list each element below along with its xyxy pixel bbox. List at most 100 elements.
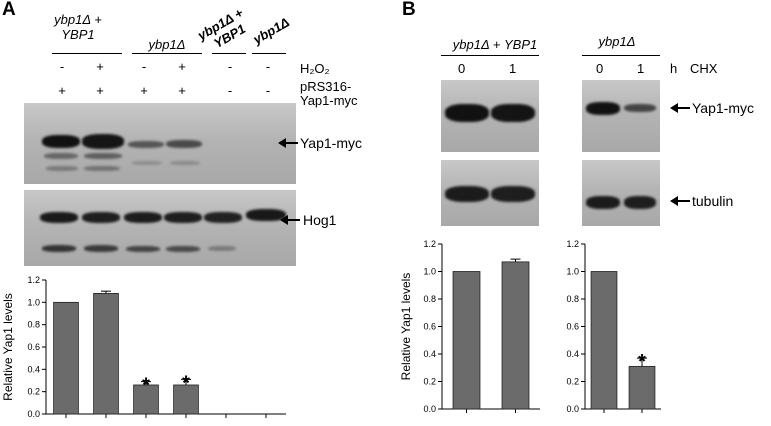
h2o2-sign: - — [227, 59, 233, 74]
header-underline — [52, 53, 122, 55]
blot-band — [624, 104, 656, 112]
blot-band — [204, 212, 242, 223]
blot-label-tubulin: tubulin — [692, 193, 734, 209]
blot-band — [44, 153, 78, 159]
chart-b-right-container: 0.0 0.2 0.4 0.6 0.8 1.0 1.2 * — [555, 232, 670, 418]
treatment-label: CHX — [690, 61, 718, 76]
yap1-myc-pointer — [278, 136, 298, 154]
header-underline — [212, 53, 246, 55]
y-tick-label: 0.6 — [566, 322, 579, 332]
bar — [628, 365, 656, 410]
blot-band — [84, 166, 120, 171]
blot-band — [40, 212, 78, 223]
bar — [133, 384, 159, 415]
blot-band — [586, 196, 620, 209]
western-blot-tubulin-b-left — [441, 160, 539, 226]
arrow-left-icon — [670, 196, 690, 206]
western-blot-yap1-myc-b-left — [441, 80, 539, 152]
blot-band — [82, 134, 124, 149]
y-tick-label: 0.4 — [423, 349, 436, 359]
blot-band — [84, 153, 122, 159]
significance-marker: * — [638, 351, 646, 373]
y-tick-label: 0.8 — [566, 294, 579, 304]
y-tick-label: 1.0 — [423, 267, 436, 277]
y-tick-label: 1.0 — [566, 267, 579, 277]
blot-band — [42, 135, 80, 148]
western-blot-yap1-myc — [24, 103, 296, 184]
western-blot-hog1 — [24, 190, 296, 266]
y-tick-label: 0.2 — [423, 377, 436, 387]
bar — [53, 301, 79, 415]
tubulin-pointer — [670, 194, 690, 212]
blot-label-yap1-myc: Yap1-myc — [300, 135, 362, 151]
bar — [173, 384, 199, 415]
y-tick-label: 0.2 — [566, 377, 579, 387]
blot-band — [42, 245, 76, 252]
h2o2-sign: + — [96, 59, 104, 74]
plasmid-sign: + — [96, 83, 104, 98]
bar — [501, 261, 530, 410]
y-tick-label: 0.8 — [423, 294, 436, 304]
plasmid-label-line2: Yap1-myc — [300, 93, 358, 108]
y-tick-label: 0.0 — [423, 404, 436, 414]
blot-band — [164, 212, 202, 223]
y-axis-label: Relative Yap1 levels — [1, 293, 15, 401]
y-tick-label: 1.0 — [27, 297, 40, 307]
time-tick: 1 — [637, 61, 645, 76]
arrow-left-icon — [670, 103, 690, 113]
h2o2-sign: - — [265, 59, 271, 74]
plasmid-sign: - — [227, 83, 233, 98]
y-tick-label: 0.6 — [27, 342, 40, 352]
time-unit: h — [670, 61, 678, 76]
plasmid-sign: + — [140, 83, 148, 98]
y-tick-label: 0.8 — [27, 320, 40, 330]
blot-band — [445, 104, 489, 122]
blot-band — [132, 161, 162, 165]
genotype-a1-line2: YBP1 — [61, 27, 95, 42]
significance-marker: * — [142, 375, 150, 397]
y-tick-label: 0.2 — [27, 387, 40, 397]
genotype-b1: ybp1Δ + YBP1 — [452, 37, 538, 52]
time-tick: 0 — [596, 61, 604, 76]
h2o2-sign: - — [59, 59, 65, 74]
panel-b-label: B — [402, 0, 416, 20]
genotype-a2: ybp1Δ — [148, 37, 186, 52]
blot-band — [491, 186, 535, 202]
chart-b-left-container: 0.0 0.2 0.4 0.6 0.8 1.0 1.2 Relative Yap1 level… — [398, 232, 548, 418]
bar-chart-a: 0.0 0.2 0.4 0.6 0.8 1.0 1.2 Relative Yap1 level… — [1, 275, 286, 419]
blot-band — [491, 104, 535, 122]
time-tick: 0 — [458, 61, 466, 76]
blot-band — [166, 246, 200, 252]
blot-band — [124, 212, 162, 223]
blot-band — [128, 141, 164, 148]
bar — [590, 271, 618, 410]
western-blot-tubulin-b-right — [582, 160, 660, 226]
genotype-b2: ybp1Δ — [598, 34, 636, 49]
header-underline — [252, 53, 286, 55]
h2o2-sign: + — [178, 59, 186, 74]
bar-chart-b-right: 0.0 0.2 0.4 0.6 0.8 1.0 1.2 * — [566, 239, 661, 414]
y-tick-label: 0.0 — [566, 404, 579, 414]
plasmid-sign: + — [178, 83, 186, 98]
header-underline — [582, 55, 660, 57]
significance-marker: * — [182, 372, 190, 394]
blot-band — [126, 246, 160, 252]
y-axis-label: Relative Yap1 levels — [399, 273, 413, 381]
blot-band — [166, 140, 202, 148]
y-tick-label: 0.0 — [27, 409, 40, 419]
h2o2-sign: - — [141, 59, 147, 74]
blot-label-hog1: Hog1 — [303, 212, 337, 228]
blot-band — [208, 246, 236, 251]
yap1-myc-pointer-b — [670, 101, 690, 119]
h2o2-label: H₂O₂ — [300, 61, 330, 76]
blot-band — [624, 196, 656, 209]
plasmid-sign: + — [58, 83, 66, 98]
arrow-left-icon — [278, 138, 298, 148]
western-blot-yap1-myc-b-right — [582, 80, 660, 152]
blot-band — [170, 161, 200, 165]
header-underline — [132, 53, 202, 55]
bar — [452, 271, 481, 410]
y-tick-label: 0.4 — [27, 364, 40, 374]
blot-band — [586, 102, 620, 115]
panel-a-label: A — [2, 0, 16, 20]
